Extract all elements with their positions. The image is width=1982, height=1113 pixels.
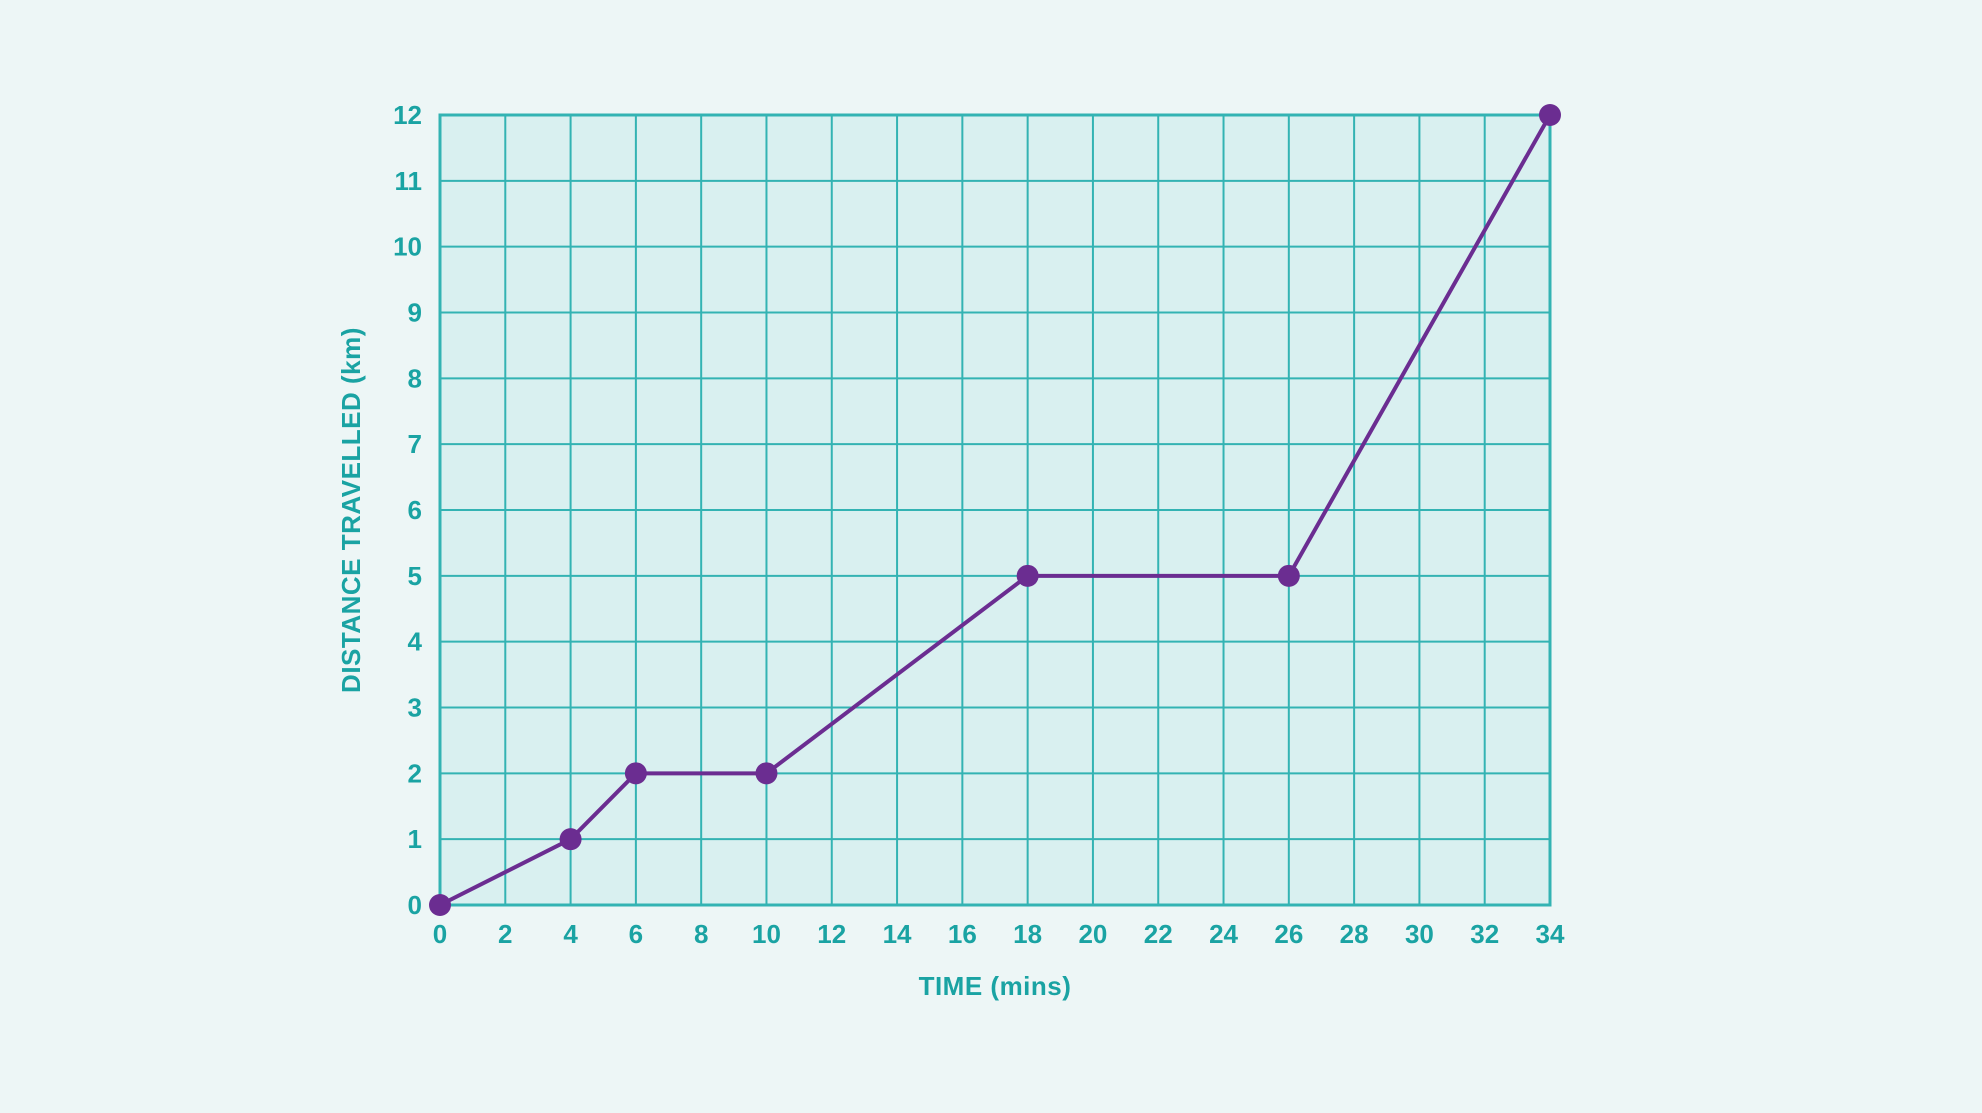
y-tick-label: 11 — [395, 166, 423, 196]
data-marker — [560, 828, 582, 850]
x-tick-label: 30 — [1405, 919, 1434, 949]
y-tick-label: 9 — [408, 298, 422, 328]
y-tick-label: 4 — [408, 627, 423, 657]
x-tick-label: 28 — [1340, 919, 1369, 949]
y-tick-label: 6 — [408, 495, 422, 525]
x-tick-label: 18 — [1013, 919, 1042, 949]
x-tick-label: 2 — [498, 919, 512, 949]
x-tick-label: 16 — [948, 919, 977, 949]
chart-svg: 0246810121416182022242628303234012345678… — [0, 0, 1982, 1113]
y-tick-label: 1 — [408, 824, 422, 854]
y-tick-label: 3 — [408, 693, 422, 723]
data-marker — [1539, 104, 1561, 126]
x-tick-label: 4 — [563, 919, 578, 949]
data-marker — [1017, 565, 1039, 587]
distance-time-chart: 0246810121416182022242628303234012345678… — [0, 0, 1982, 1113]
x-axis-label: TIME (mins) — [919, 971, 1072, 1001]
x-tick-label: 8 — [694, 919, 708, 949]
x-tick-label: 34 — [1536, 919, 1565, 949]
data-marker — [429, 894, 451, 916]
y-tick-label: 0 — [408, 890, 422, 920]
data-marker — [1278, 565, 1300, 587]
data-marker — [755, 762, 777, 784]
x-tick-label: 26 — [1274, 919, 1303, 949]
y-axis-label: DISTANCE TRAVELLED (km) — [336, 327, 366, 693]
x-tick-label: 6 — [629, 919, 643, 949]
data-marker — [625, 762, 647, 784]
x-tick-label: 14 — [883, 919, 912, 949]
y-tick-label: 12 — [393, 100, 422, 130]
x-tick-label: 22 — [1144, 919, 1173, 949]
y-tick-label: 2 — [408, 758, 422, 788]
y-tick-label: 5 — [408, 561, 422, 591]
x-tick-label: 32 — [1470, 919, 1499, 949]
x-tick-label: 12 — [817, 919, 846, 949]
y-tick-label: 7 — [408, 429, 422, 459]
x-tick-label: 0 — [433, 919, 447, 949]
y-tick-label: 10 — [393, 232, 422, 262]
x-tick-label: 10 — [752, 919, 781, 949]
x-tick-label: 24 — [1209, 919, 1238, 949]
x-tick-label: 20 — [1078, 919, 1107, 949]
y-tick-label: 8 — [408, 363, 422, 393]
